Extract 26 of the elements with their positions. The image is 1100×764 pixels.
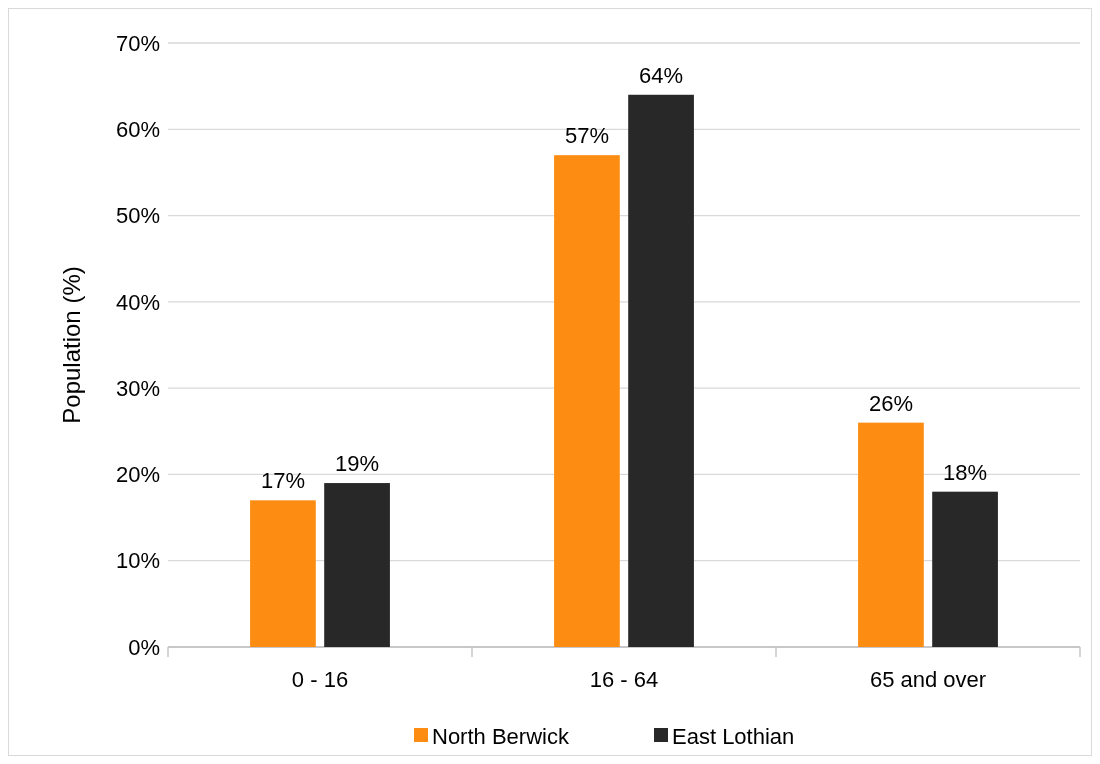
y-tick-label: 40% [115, 289, 160, 315]
data-label: 57% [564, 123, 609, 149]
y-tick-label: 0% [128, 634, 160, 660]
bar [554, 155, 620, 647]
y-axis-title: Population (%) [58, 266, 85, 424]
data-label: 17% [260, 468, 305, 494]
x-tick-label: 16 - 64 [589, 667, 659, 692]
data-label: 18% [943, 459, 988, 485]
legend-label: North Berwick [432, 723, 570, 749]
y-tick-label: 70% [115, 30, 160, 56]
y-tick-label: 60% [115, 116, 160, 142]
x-tick-label: 65 and over [869, 667, 987, 692]
legend-label: East Lothian [672, 723, 795, 749]
bar [932, 491, 998, 647]
y-tick-label: 20% [115, 462, 160, 488]
y-tick-label: 10% [115, 548, 160, 574]
bar [858, 422, 924, 647]
y-tick-label: 30% [115, 375, 160, 401]
data-label: 26% [868, 390, 913, 416]
bar [250, 500, 316, 647]
y-tick-label: 50% [115, 203, 160, 229]
x-tick-label: 0 - 16 [291, 667, 349, 692]
data-label: 19% [335, 451, 380, 477]
bar [628, 94, 694, 647]
bar [324, 483, 390, 647]
data-label: 64% [639, 62, 684, 88]
